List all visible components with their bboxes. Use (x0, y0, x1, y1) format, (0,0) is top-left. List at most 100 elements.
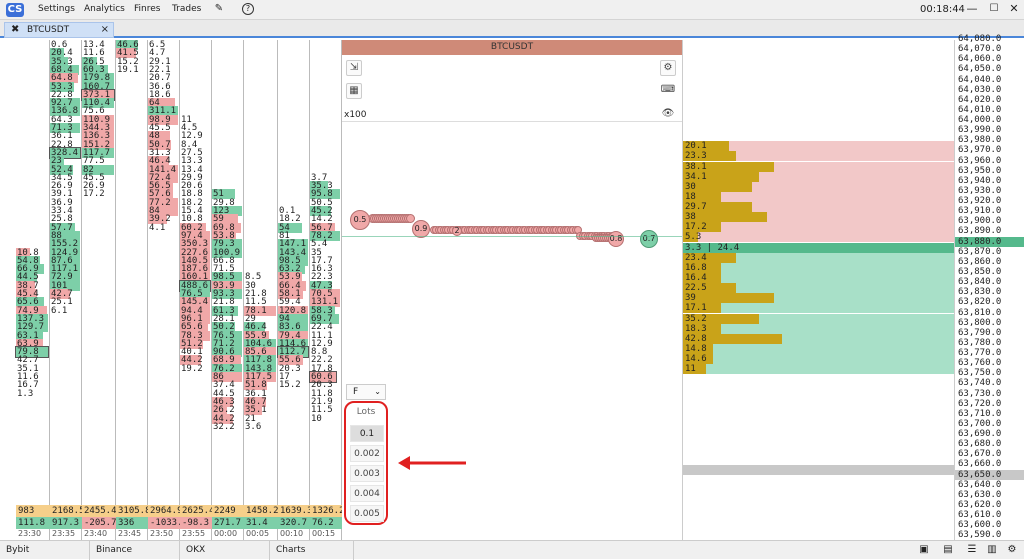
ask-volume: 30 (685, 181, 696, 192)
settings-small-icon[interactable]: ⚙ (1007, 544, 1017, 555)
bid-row[interactable]: 39 (683, 293, 955, 304)
f-select-value: F (353, 387, 359, 397)
cluster-cell: 11.6 (17, 372, 39, 382)
cluster-cell: 117.8 (244, 355, 276, 366)
tab-okx[interactable]: OKX (180, 541, 270, 560)
list-icon[interactable]: ☰ (967, 544, 977, 555)
cluster-total: 2964.9 (148, 505, 183, 517)
layout-icon[interactable]: ▥ (987, 544, 997, 555)
cluster-cell: 155.2 (50, 239, 80, 250)
price-label: 63,770.0 (958, 348, 1002, 359)
bid-row[interactable]: 23.4 (683, 252, 955, 263)
close-window-icon[interactable]: ✕ (1009, 2, 1019, 15)
menu-settings[interactable]: Settings (38, 4, 75, 14)
cluster-cell: 38.7 (16, 280, 39, 291)
menu-finres[interactable]: Finres (134, 4, 161, 14)
price-label: 63,990.0 (958, 125, 1002, 136)
bid-row[interactable]: 16.4 (683, 272, 955, 283)
cluster-cell: 53.3 (50, 81, 74, 92)
cluster-cell: 98.9 (148, 114, 178, 125)
lot-option[interactable]: 0.004 (350, 485, 384, 502)
price-label: 63,760.0 (958, 358, 1002, 369)
cluster-cell: 74.9 (16, 305, 47, 316)
bid-row[interactable]: 17.1 (683, 303, 955, 314)
tab-binance[interactable]: Binance (90, 541, 180, 560)
cluster-cell: 93.3 (212, 289, 242, 299)
ask-row[interactable]: 34.1 (683, 171, 955, 182)
price-label: 64,060.0 (958, 54, 1002, 65)
cluster-cell: 63.1 (16, 330, 44, 341)
cluster-cell: 83.6 (278, 322, 308, 333)
image-icon[interactable]: ▤ (943, 544, 953, 555)
tab-charts[interactable]: Charts (270, 541, 354, 560)
bid-row[interactable]: 42.8 (683, 333, 955, 344)
cluster-time: 00:00 (214, 529, 238, 538)
cluster-cell: 46.6 (116, 40, 139, 50)
cluster-cell: 45.5 (83, 172, 105, 183)
cluster-cell: 8.8 (311, 347, 328, 358)
eye-icon[interactable]: 👁 (661, 108, 675, 119)
cluster-cell: 11.6 (83, 48, 105, 59)
pin-off-icon[interactable]: ✎ (214, 3, 224, 14)
screenshot-icon[interactable]: ▣ (919, 544, 929, 555)
lot-option[interactable]: 0.002 (350, 445, 384, 462)
bid-row[interactable]: 18.3 (683, 323, 955, 334)
cluster-cell: 124.9 (50, 247, 80, 258)
ask-row[interactable]: 17.2 (683, 222, 955, 233)
menu-trades[interactable]: Trades (172, 4, 202, 14)
calculator-icon[interactable]: ▦ (346, 83, 362, 99)
tab-bybit[interactable]: Bybit (0, 541, 90, 560)
ask-row[interactable]: 5.3 (683, 232, 955, 243)
keyboard-icon[interactable]: ⌨ (660, 84, 676, 95)
lot-option[interactable]: 0.003 (350, 465, 384, 482)
cluster-cell: 97.4 (180, 230, 210, 241)
cluster-cell: 11.5 (311, 405, 333, 416)
cluster-cell: 179.8 (82, 73, 114, 84)
ask-row[interactable]: 30 (683, 181, 955, 192)
price-label: 64,080.0 (958, 34, 1002, 44)
ask-row[interactable]: 18 (683, 191, 955, 202)
cluster-cell: 137.3 (16, 313, 48, 324)
bid-row[interactable]: 14.6 (683, 354, 955, 365)
ask-row[interactable]: 38 (683, 212, 955, 223)
ask-row[interactable]: 38.1 (683, 161, 955, 172)
bid-row[interactable]: 22.5 (683, 283, 955, 294)
settings-gear-icon[interactable]: ⚙ (660, 60, 676, 76)
tab-btcusdt[interactable]: ✖ BTCUSDT × (4, 22, 114, 38)
bid-row[interactable]: 11 (683, 364, 955, 375)
help-icon[interactable]: ? (242, 3, 254, 15)
price-label: 63,750.0 (958, 368, 1002, 379)
trade-bubble-labeled: 0.7 (640, 230, 658, 248)
lot-option[interactable]: 0.005 (350, 505, 384, 522)
cluster-time: 23:30 (18, 529, 42, 538)
bid-volume-bar (683, 333, 782, 344)
bid-row[interactable]: 14.8 (683, 343, 955, 354)
maximize-icon[interactable]: ☐ (989, 3, 999, 14)
bid-volume: 11 (685, 364, 696, 375)
cluster-cell: 50.5 (311, 197, 333, 208)
chart-type-icon[interactable]: ⇲ (346, 60, 362, 76)
cluster-cell: 17.8 (311, 363, 333, 374)
price-label: 63,740.0 (958, 378, 1002, 389)
lot-option[interactable]: 0.1 (350, 425, 384, 442)
cluster-cell: 3.6 (245, 421, 262, 432)
minimize-icon[interactable]: — (966, 2, 978, 15)
cluster-cell: 22.4 (311, 322, 333, 333)
menu-analytics[interactable]: Analytics (84, 4, 125, 14)
ask-row[interactable]: 20.1 (683, 141, 955, 152)
tab-close-icon[interactable]: × (100, 24, 109, 35)
price-label: 63,610.0 (958, 510, 1002, 521)
f-select[interactable]: F ⌄ (346, 384, 386, 400)
cluster-cell: 79.3 (212, 239, 242, 250)
bid-volume-bar (683, 252, 737, 263)
cluster-cell: 19.1 (117, 64, 139, 75)
cluster-cell: 85.6 (244, 347, 276, 358)
bid-row[interactable]: 16.8 (683, 262, 955, 273)
price-label: 64,010.0 (958, 104, 1002, 115)
ask-row[interactable]: 29.7 (683, 202, 955, 213)
bid-row[interactable]: 35.2 (683, 313, 955, 324)
current-price-row[interactable]: 3.3 | 24.4 (683, 242, 955, 253)
ask-row[interactable]: 23.3 (683, 151, 955, 162)
cluster-cell: 1.3 (17, 388, 34, 399)
cluster-cell: 12.9 (311, 338, 333, 349)
